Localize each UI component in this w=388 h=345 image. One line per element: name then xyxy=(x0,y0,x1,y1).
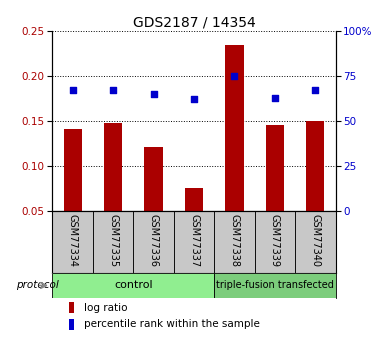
Bar xyxy=(214,211,255,273)
Bar xyxy=(69,318,74,330)
Text: control: control xyxy=(114,280,152,290)
Point xyxy=(110,88,116,93)
Text: GSM77334: GSM77334 xyxy=(68,214,78,267)
Bar xyxy=(52,211,93,273)
Text: GSM77337: GSM77337 xyxy=(189,214,199,267)
Bar xyxy=(69,302,74,314)
Point xyxy=(191,97,197,102)
Point xyxy=(69,88,76,93)
Bar xyxy=(64,129,82,211)
Bar xyxy=(93,211,133,273)
Point xyxy=(231,73,237,79)
Bar xyxy=(225,45,244,211)
Bar xyxy=(266,125,284,211)
Bar xyxy=(104,123,122,211)
Bar xyxy=(52,273,214,298)
Bar xyxy=(306,121,324,211)
Bar xyxy=(133,211,174,273)
Title: GDS2187 / 14354: GDS2187 / 14354 xyxy=(133,16,255,30)
Bar xyxy=(295,211,336,273)
Point xyxy=(272,95,278,100)
Bar xyxy=(214,273,336,298)
Point xyxy=(151,91,157,97)
Bar xyxy=(255,211,295,273)
Text: GSM77336: GSM77336 xyxy=(149,214,159,267)
Text: GSM77338: GSM77338 xyxy=(229,214,239,267)
Text: GSM77339: GSM77339 xyxy=(270,214,280,267)
Text: GSM77340: GSM77340 xyxy=(310,214,320,267)
Text: protocol: protocol xyxy=(16,280,58,290)
Text: log ratio: log ratio xyxy=(83,303,127,313)
Text: triple-fusion transfected: triple-fusion transfected xyxy=(216,280,334,290)
Text: percentile rank within the sample: percentile rank within the sample xyxy=(83,319,260,329)
Point xyxy=(312,88,319,93)
Text: GSM77335: GSM77335 xyxy=(108,214,118,267)
Bar xyxy=(174,211,214,273)
Bar xyxy=(185,188,203,211)
Bar xyxy=(144,147,163,211)
